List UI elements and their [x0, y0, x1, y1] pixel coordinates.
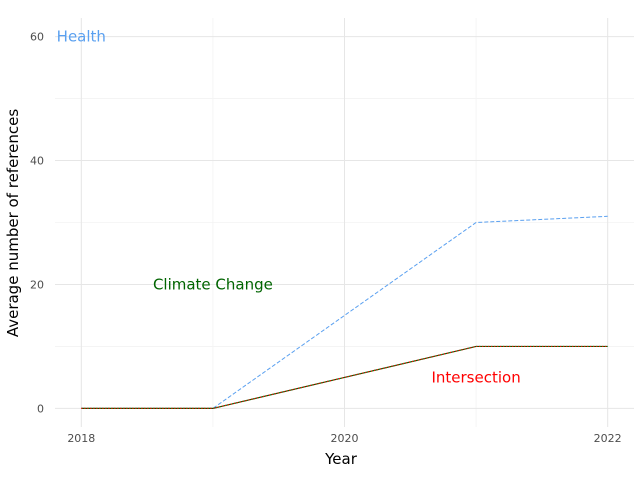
x-axis-title: Year — [324, 450, 358, 468]
y-ticks: 0 20 40 60 — [30, 31, 44, 416]
annotation-health: Health — [57, 28, 106, 46]
x-ticks: 2018 2020 2022 — [67, 432, 621, 445]
x-tick-label: 2022 — [594, 432, 622, 445]
grid — [55, 18, 634, 427]
annotations: Health Climate Change Intersection — [57, 28, 521, 387]
annotation-intersection: Intersection — [431, 368, 520, 386]
y-tick-label: 60 — [30, 31, 44, 44]
annotation-climate-change: Climate Change — [153, 275, 273, 293]
x-tick-label: 2018 — [67, 432, 95, 445]
series-line-intersection — [81, 345, 608, 410]
x-tick-label: 2020 — [331, 432, 359, 445]
y-axis-title: Average number of references — [4, 109, 22, 338]
y-tick-label: 0 — [37, 402, 44, 415]
y-tick-label: 40 — [30, 155, 44, 168]
y-tick-label: 20 — [30, 278, 44, 291]
series-lines — [81, 215, 608, 410]
